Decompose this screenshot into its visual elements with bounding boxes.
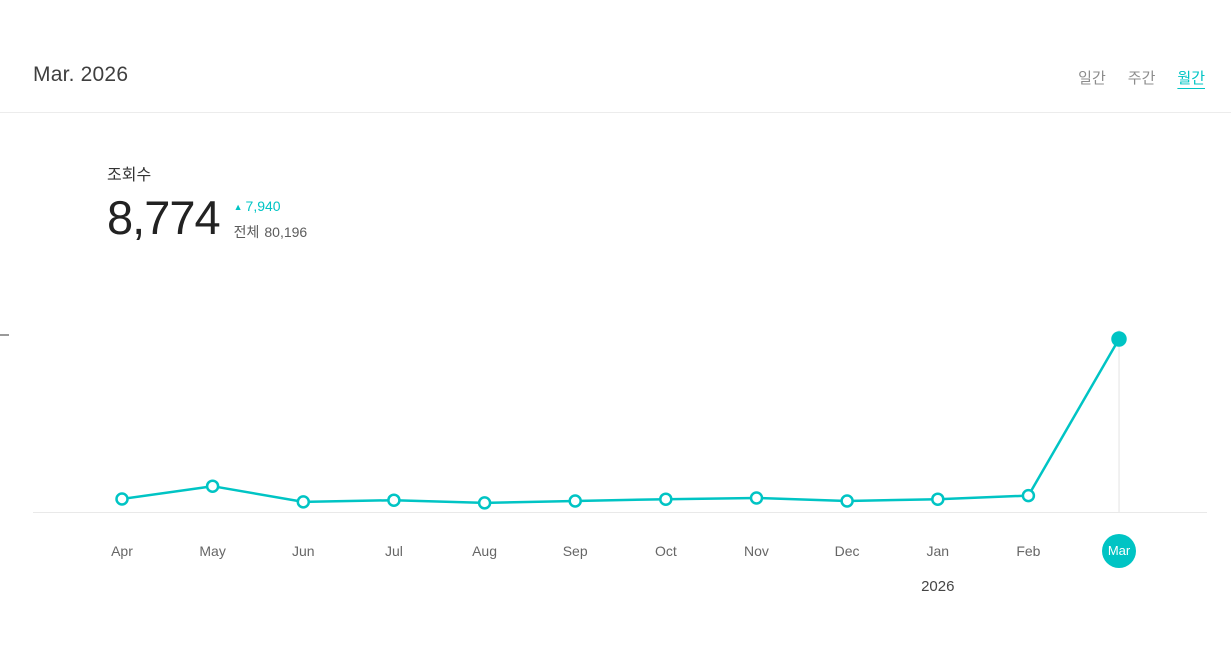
chart-point[interactable]	[115, 492, 129, 506]
x-axis-label: Apr	[111, 543, 133, 559]
period-tabs: 일간 주간 월간	[1078, 67, 1205, 88]
views-total: 전체 80,196	[234, 222, 308, 242]
tab-monthly[interactable]: 월간	[1177, 70, 1205, 87]
views-value: 8,774	[107, 191, 221, 244]
metric-label: 조회수	[107, 167, 152, 184]
x-axis-label: Nov	[744, 543, 769, 559]
x-axis-label: Feb	[1016, 543, 1041, 559]
x-axis-label: Sep	[562, 543, 588, 559]
chart-point[interactable]	[840, 494, 854, 508]
tab-weekly[interactable]: 주간	[1127, 70, 1156, 87]
views-stats: 조회수 8,774 ▲ 7,940 전체 80,196	[107, 161, 307, 242]
chart-line	[120, 337, 1121, 505]
chart-point[interactable]	[568, 494, 582, 508]
x-axis-label: Jul	[384, 543, 403, 559]
views-delta-value: 7,940	[245, 198, 281, 214]
chart-point[interactable]	[477, 496, 492, 510]
views-total-value: 80,196	[264, 224, 308, 240]
chart-point[interactable]	[749, 491, 764, 505]
year-label: 2026	[921, 578, 955, 595]
up-triangle-icon: ▲	[233, 202, 243, 212]
chart-point[interactable]	[1021, 488, 1036, 503]
x-axis-label-current: Mar	[1102, 534, 1137, 568]
views-total-label: 전체	[233, 224, 260, 240]
chart-point[interactable]	[659, 492, 673, 506]
x-axis-label: Oct	[654, 543, 677, 559]
x-axis-label: Dec	[834, 543, 860, 559]
header-divider	[0, 112, 1231, 113]
chart-point[interactable]	[205, 479, 220, 493]
x-axis-label: Aug	[472, 543, 497, 559]
x-axis-label: Jun	[291, 543, 315, 559]
page-title: Mar. 2026	[33, 63, 129, 86]
chart-point-current[interactable]	[1111, 331, 1127, 347]
views-delta: ▲ 7,940	[234, 198, 308, 214]
chart-point[interactable]	[931, 492, 945, 506]
chart-point[interactable]	[387, 493, 401, 507]
tab-daily[interactable]: 일간	[1078, 70, 1106, 87]
x-axis-line	[33, 512, 1207, 513]
x-axis-label: May	[199, 543, 226, 559]
chart-point[interactable]	[296, 495, 311, 509]
y-axis-tick	[0, 334, 9, 336]
x-axis-label: Jan	[926, 543, 950, 559]
